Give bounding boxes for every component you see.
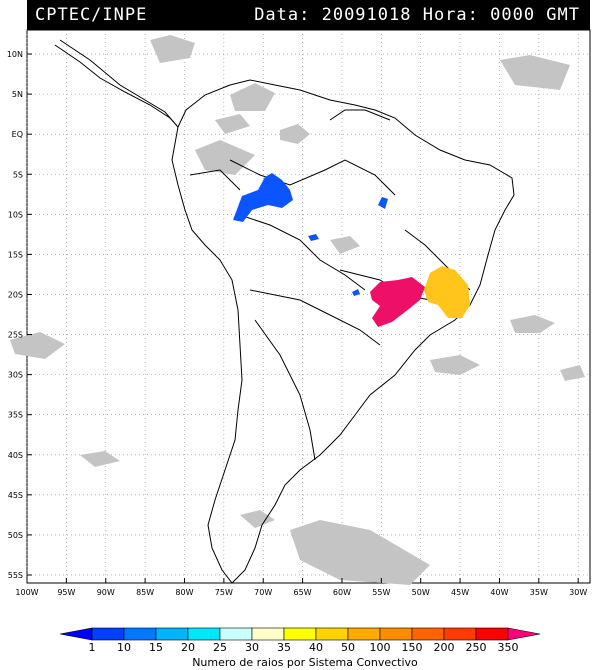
colorbar-cell	[283, 627, 317, 641]
colorbar-cell	[91, 627, 125, 641]
storm-cluster-magenta	[370, 277, 425, 327]
lat-tick-label: 15S	[8, 250, 23, 259]
storm-cluster-blue	[352, 289, 360, 296]
lat-tick-label: EQ	[12, 130, 23, 139]
map-frame	[26, 29, 591, 584]
cloud-cover	[10, 35, 585, 585]
colorbar-tick-label: 350	[498, 641, 519, 654]
national-border	[329, 109, 391, 121]
lon-tick-label: 100W	[15, 588, 38, 597]
colorbar-tick-label: 100	[370, 641, 391, 654]
colorbar: 1 10 15 20 25 30 35 40 50 100 150 200 250 350	[59, 627, 541, 654]
colorbar-tick-label: 250	[466, 641, 487, 654]
colorbar-label: Numero de raios por Sistema Convectivo	[192, 656, 418, 669]
colorbar-cell	[155, 627, 189, 641]
lon-tick-label: 85W	[136, 588, 154, 597]
cloud-patch	[510, 315, 555, 333]
cloud-patch	[195, 140, 255, 175]
lon-tick-label: 60W	[333, 588, 351, 597]
source-label: CPTEC/INPE	[35, 5, 148, 25]
storm-cluster-blue	[233, 173, 293, 222]
colorbar-tick-label: 50	[341, 641, 355, 654]
lon-tick-label: 75W	[215, 588, 233, 597]
lat-tick-label: 55S	[8, 571, 23, 580]
national-border	[249, 289, 381, 346]
colorbar-cell	[379, 627, 413, 641]
colorbar-cell	[443, 627, 477, 641]
lat-tick-label: 10S	[8, 210, 23, 219]
colorbar-tick-label: 30	[245, 641, 259, 654]
cloud-patch	[150, 35, 195, 63]
storm-cluster-yellow	[424, 266, 470, 318]
colorbar-cell	[507, 627, 541, 641]
cloud-patch	[330, 236, 360, 254]
colorbar-cell	[411, 627, 445, 641]
cloud-patch	[240, 510, 275, 528]
lon-tick-label: 90W	[97, 588, 115, 597]
storm-cluster-blue	[378, 197, 388, 209]
colorbar-cell	[347, 627, 381, 641]
colorbar-tick-label: 1	[89, 641, 96, 654]
colorbar-tick-label: 10	[117, 641, 131, 654]
lat-tick-label: 25S	[8, 331, 23, 340]
lat-tick-label: 50S	[8, 531, 23, 540]
lon-tick-label: 45W	[451, 588, 469, 597]
graticule	[26, 30, 590, 583]
cloud-patch	[215, 114, 250, 134]
cloud-patch	[80, 451, 120, 467]
colorbar-tick-label: 15	[149, 641, 163, 654]
lat-tick-label: 30S	[8, 371, 23, 380]
south-america-coastline	[171, 79, 515, 584]
lat-tick-label: 20S	[8, 290, 23, 299]
cloud-patch	[10, 332, 65, 359]
colorbar-tick-label: 35	[277, 641, 291, 654]
colorbar-cell	[251, 627, 285, 641]
lon-tick-label: 55W	[372, 588, 390, 597]
colorbar-cell	[219, 627, 253, 641]
colorbar-cell	[123, 627, 157, 641]
lat-tick-label: 5N	[12, 90, 23, 99]
colorbar-cell	[475, 627, 509, 641]
lon-tick-label: 95W	[57, 588, 75, 597]
lon-tick-label: 65W	[294, 588, 312, 597]
lat-tick-label: 5S	[13, 170, 23, 179]
colorbar-cell	[59, 627, 93, 641]
colorbar-tick-label: 25	[213, 641, 227, 654]
cloud-patch	[290, 520, 430, 585]
national-border	[239, 214, 366, 291]
cloud-patch	[430, 355, 480, 375]
national-border	[189, 169, 241, 191]
latitude-labels: 10N 5N EQ 5S 10S 15S 20S 25S 30S 35S 40S 45S 50S 55S	[7, 50, 32, 580]
cloud-patch	[500, 55, 570, 90]
lon-tick-label: 50W	[412, 588, 430, 597]
cloud-patch	[560, 365, 585, 381]
lon-tick-label: 80W	[175, 588, 193, 597]
storm-cluster-blue	[308, 234, 319, 241]
colorbar-tick-label: 150	[402, 641, 423, 654]
colorbar-tick-label: 200	[434, 641, 455, 654]
colorbar-cell	[187, 627, 221, 641]
lon-tick-label: 30W	[569, 588, 587, 597]
lat-tick-label: 35S	[8, 411, 23, 420]
lat-tick-label: 40S	[8, 451, 23, 460]
lat-tick-label: 45S	[8, 491, 23, 500]
cloud-patch	[280, 124, 310, 144]
lon-tick-label: 35W	[530, 588, 548, 597]
lat-tick-label: 10N	[7, 50, 23, 59]
map-header: CPTEC/INPE Data: 20091018 Hora: 0000 GMT	[27, 0, 590, 30]
colorbar-tick-label: 20	[181, 641, 195, 654]
datetime-label: Data: 20091018 Hora: 0000 GMT	[254, 5, 580, 25]
national-border	[254, 319, 316, 461]
central-america-coastline	[54, 39, 179, 128]
colorbar-tick-label: 40	[309, 641, 323, 654]
colorbar-cell	[315, 627, 349, 641]
cloud-patch	[230, 83, 275, 111]
lon-tick-label: 40W	[490, 588, 508, 597]
longitude-labels: 100W 95W 90W 85W 80W 75W 70W 65W 60W 55W 50W 45W 40W…	[15, 578, 587, 597]
lon-tick-label: 70W	[254, 588, 272, 597]
convective-systems	[233, 173, 470, 327]
national-border	[229, 159, 396, 196]
